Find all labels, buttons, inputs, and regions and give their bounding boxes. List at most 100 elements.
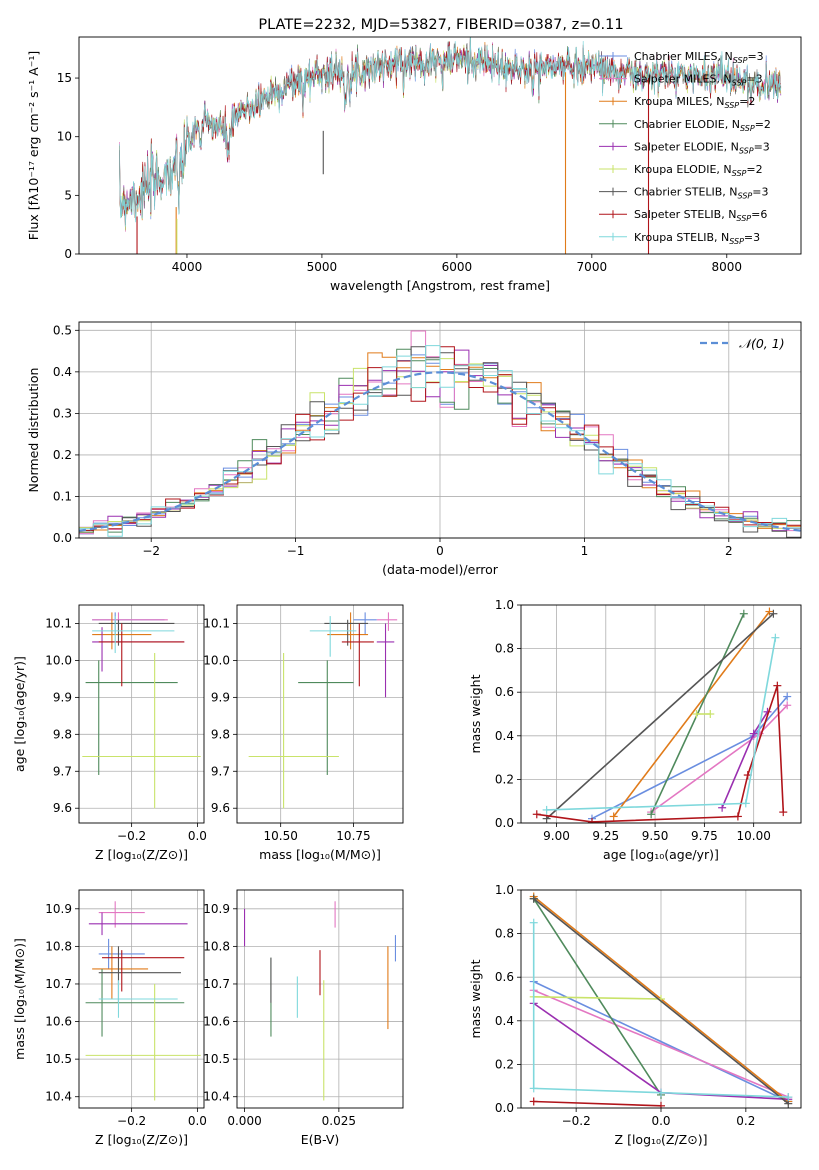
x-tick-label: 8000 [712,260,743,274]
y-tick-label: 9.6 [53,801,72,815]
x-tick-label: 0.025 [322,1114,356,1128]
axes-frame [78,36,802,255]
x-tick-label: 0.2 [736,1114,755,1128]
spectrum-line [119,37,782,227]
plot-area [119,37,782,254]
y-tick-label: 10.9 [203,902,230,916]
y-tick-label: 9.8 [211,727,230,741]
x-axis-label: (data-model)/error [382,562,499,577]
normal-curve [79,371,801,532]
chart-mass_weight_vs_age: 9.00 9.25 9.50 9.75 10.00 0.0 0.2 0.4 0.6 0.8 1.0 a… [468,598,802,862]
y-tick-label: 10.6 [203,1015,230,1029]
y-tick-label: 0.2 [495,1057,514,1071]
y-tick-label: 15 [57,71,72,85]
legend-label: Kroupa ELODIE, NSSP=2 [634,163,763,178]
chart-age_vs_Z: −0.2 0.0 9.6 9.7 9.8 9.9 10.0 10.1 Z [log₁₀(Z/Z⊙… [12,604,207,862]
x-tick-label: −1 [287,544,305,558]
y-tick-label: 9.9 [53,690,72,704]
chart-age_vs_mass: 10.50 10.75 9.6 9.7 9.8 9.9 10.0 10.1 mass [log₁… [203,604,404,862]
legend-label: 𝒩(0, 1) [739,336,785,351]
x-tick-label: 0 [436,544,444,558]
axes-frame [236,889,404,1109]
x-tick-label: 9.25 [592,829,619,843]
x-tick-label: 10.50 [264,829,298,843]
y-tick-label: 9.9 [211,690,230,704]
plot-area [529,892,793,1108]
legend-label: Chabrier STELIB, NSSP=3 [634,186,768,201]
y-axis-label: Flux [fλ10⁻¹⁷ erg cm⁻² s⁻¹ A⁻¹] [26,51,41,240]
y-axis-label: mass weight [468,674,483,753]
y-tick-label: 0.8 [495,642,514,656]
y-axis-label: age [log₁₀(age/yr)] [12,656,27,772]
x-axis-label: E(B-V) [301,1132,340,1147]
weight-line [533,980,789,1103]
x-tick-label: 10.00 [736,829,770,843]
x-tick-label: 9.00 [543,829,570,843]
x-tick-label: −0.2 [562,1114,591,1128]
plot-area [79,330,801,538]
weight-line [533,898,789,1105]
plot-area [243,901,397,1101]
legend-label: Salpeter STELIB, NSSP=6 [634,208,767,223]
x-tick-label: 10.75 [336,829,370,843]
y-tick-label: 9.7 [53,764,72,778]
y-tick-label: 0 [64,247,72,261]
y-tick-label: 10.8 [45,939,72,953]
chart-spectrum: 4000 5000 6000 7000 8000 0 5 10 15 wavelength [An… [26,36,802,293]
y-tick-label: 9.8 [53,727,72,741]
x-tick-label: 0.000 [227,1114,261,1128]
legend-label: Kroupa MILES, NSSP=2 [634,95,755,110]
axes-frame [520,604,802,824]
y-tick-label: 10.5 [203,1052,230,1066]
y-tick-label: 10.9 [45,902,72,916]
plot-area [85,901,201,1101]
chart-mass_weight_vs_Z: −0.2 0.0 0.2 0.0 0.2 0.4 0.6 0.8 1.0 Z [log₁₀(Z/Z… [468,883,802,1147]
y-tick-label: 9.7 [211,764,230,778]
y-tick-label: 0.0 [495,816,514,830]
x-tick-label: −2 [142,544,160,558]
axes-frame [236,604,404,824]
y-tick-label: 10.0 [203,653,230,667]
axes-frame [78,889,205,1109]
y-tick-label: 0.6 [495,970,514,984]
y-tick-label: 5 [64,188,72,202]
y-tick-label: 0.4 [495,1014,514,1028]
y-tick-label: 9.6 [211,801,230,815]
y-tick-label: 1.0 [495,883,514,897]
y-tick-label: 10.4 [45,1090,72,1104]
x-axis-label: mass [log₁₀(M/M⊙)] [259,847,381,862]
y-axis-label: Normed distribution [26,368,41,493]
legend-label: Chabrier MILES, NSSP=3 [634,50,764,65]
y-tick-label: 10.6 [45,1015,72,1029]
y-tick-label: 0.4 [495,729,514,743]
y-tick-label: 0.0 [495,1101,514,1115]
y-tick-label: 10.7 [45,977,72,991]
y-axis-label: mass weight [468,959,483,1038]
plot-area [82,612,201,809]
weight-line [532,922,789,1098]
x-axis-label: wavelength [Angstrom, rest frame] [330,278,550,293]
y-tick-label: 0.8 [495,927,514,941]
histogram-step [79,345,801,537]
x-axis-label: Z [log₁₀(Z/Z⊙)] [95,847,188,862]
figure-title: PLATE=2232, MJD=53827, FIBERID=0387, z=0… [258,17,623,33]
y-tick-label: 10.8 [203,939,230,953]
y-tick-label: 0.5 [53,323,72,337]
x-tick-label: 0.0 [188,1114,207,1128]
x-tick-label: 9.50 [642,829,669,843]
y-tick-label: 0.0 [53,531,72,545]
x-tick-label: 7000 [577,260,608,274]
weight-line [533,1100,662,1107]
weight-line [533,898,662,1096]
x-tick-label: 1 [581,544,589,558]
x-tick-label: 6000 [442,260,473,274]
y-tick-label: 0.3 [53,406,72,420]
chart-residuals: −2 −1 0 1 2 0.0 0.1 0.2 0.3 0.4 0.5 (data-model)/er… [26,321,802,577]
weight-line [591,696,788,820]
y-tick-label: 10.1 [45,616,72,630]
axes-frame [78,604,205,824]
spectrum-legend: Chabrier MILES, NSSP=3 Salpeter MILES, NS… [599,50,771,246]
x-tick-label: 5000 [307,260,338,274]
legend-label: Salpeter ELODIE, NSSP=3 [634,140,770,155]
weight-line [613,611,771,817]
